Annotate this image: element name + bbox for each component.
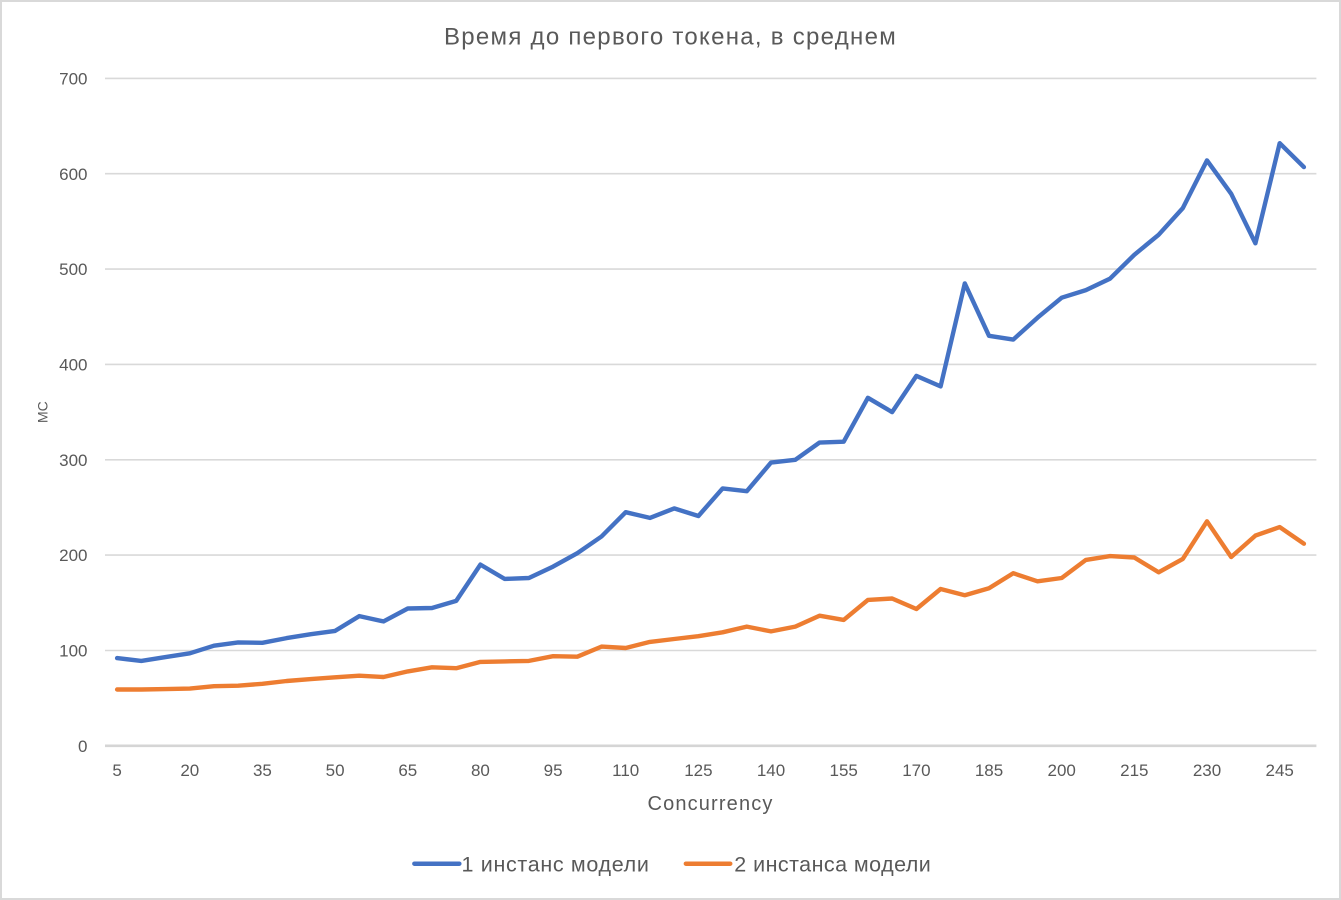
svg-text:110: 110 — [612, 761, 639, 780]
svg-text:245: 245 — [1266, 761, 1294, 780]
svg-text:5: 5 — [112, 761, 121, 780]
svg-text:185: 185 — [975, 761, 1003, 780]
svg-text:100: 100 — [59, 642, 87, 661]
svg-text:Concurrency: Concurrency — [647, 793, 773, 815]
svg-text:215: 215 — [1120, 761, 1148, 780]
svg-text:20: 20 — [180, 761, 199, 780]
svg-text:Время до первого токена, в сре: Время до первого токена, в среднем — [444, 23, 897, 50]
svg-text:125: 125 — [684, 761, 712, 780]
svg-text:65: 65 — [398, 761, 417, 780]
svg-text:500: 500 — [59, 260, 87, 279]
svg-text:700: 700 — [59, 70, 87, 89]
svg-text:2 инстанса модели: 2 инстанса модели — [734, 853, 931, 877]
svg-text:600: 600 — [59, 165, 87, 184]
svg-text:170: 170 — [902, 761, 930, 780]
svg-text:230: 230 — [1193, 761, 1221, 780]
svg-text:200: 200 — [59, 546, 87, 565]
svg-text:155: 155 — [830, 761, 858, 780]
svg-text:35: 35 — [253, 761, 272, 780]
svg-text:200: 200 — [1048, 761, 1076, 780]
svg-text:50: 50 — [326, 761, 345, 780]
svg-text:1 инстанс модели: 1 инстанс модели — [462, 853, 650, 877]
svg-text:0: 0 — [78, 737, 87, 756]
svg-text:95: 95 — [544, 761, 563, 780]
svg-text:80: 80 — [471, 761, 490, 780]
svg-text:300: 300 — [59, 451, 87, 470]
svg-text:140: 140 — [757, 761, 785, 780]
svg-text:400: 400 — [59, 356, 87, 375]
svg-text:МС: МС — [35, 401, 51, 423]
